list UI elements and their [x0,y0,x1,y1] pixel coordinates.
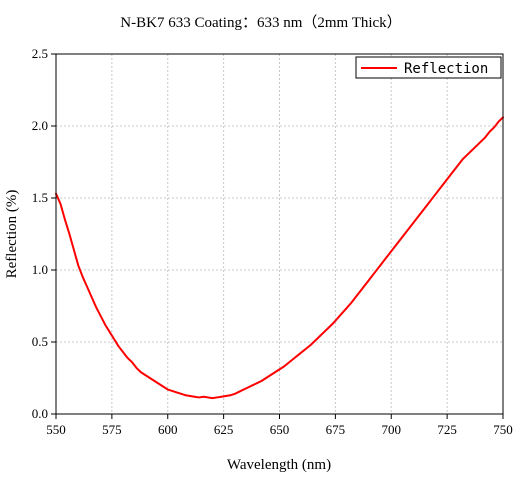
y-tick-label: 2.5 [32,46,48,61]
legend: Reflection [355,56,502,79]
y-tick-label: 1.0 [32,262,48,277]
x-tick-label: 550 [46,422,66,437]
x-tick-label: 625 [214,422,234,437]
grid [56,54,503,414]
x-tick-label: 600 [158,422,178,437]
chart-title: N-BK7 633 Coating：633 nm（2mm Thick） [120,14,401,31]
axis-ticks: 550 575 600 625 650 675 700 725 750 0.0 0.5 1.0 1.5 2… [32,46,513,437]
y-tick-label: 0.5 [32,334,48,349]
x-tick-label: 675 [326,422,346,437]
x-tick-label: 725 [437,422,457,437]
x-axis-label: Wavelength (nm) [227,457,331,473]
x-tick-label: 700 [382,422,402,437]
legend-label: Reflection [404,61,488,77]
legend-box [355,56,502,79]
x-tick-label: 650 [270,422,290,437]
y-tick-label: 2.0 [32,118,48,133]
reflection-series-line [55,116,504,400]
x-tick-label: 750 [493,422,513,437]
y-tick-label: 1.5 [32,190,48,205]
x-tick-label: 575 [102,422,122,437]
y-tick-label: 0.0 [32,406,48,421]
y-axis-label: Reflection (%) [4,190,20,279]
